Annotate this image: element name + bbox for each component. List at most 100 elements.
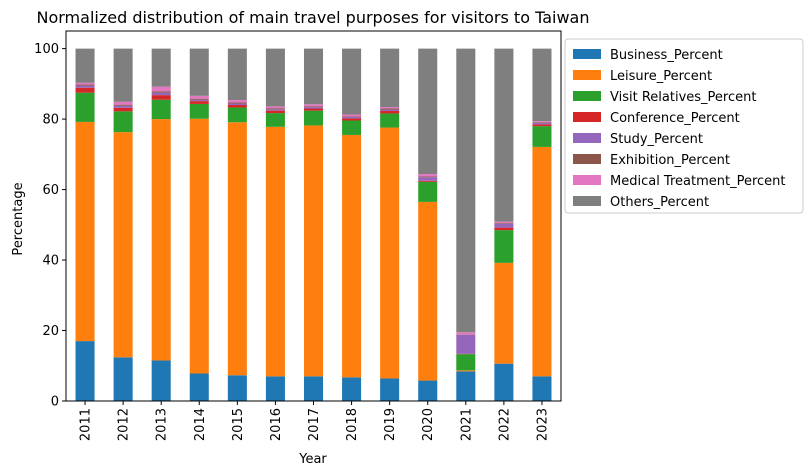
bars-group [75, 48, 552, 401]
bar-segment-2017-7 [303, 48, 324, 105]
bar-segment-2020-2 [418, 181, 438, 202]
bar-segment-2014-3 [189, 101, 209, 104]
x-tick-label: 2023 [535, 408, 550, 441]
bar-segment-2021-0 [456, 371, 476, 401]
bar-segment-2013-1 [151, 119, 171, 361]
bar-segment-2019-1 [380, 127, 400, 379]
bar-segment-2012-1 [113, 132, 133, 358]
bar-segment-2013-3 [151, 95, 171, 100]
bar-segment-2014-6 [189, 95, 209, 99]
bar-segment-2020-1 [418, 201, 438, 381]
bar-segment-2020-6 [418, 174, 438, 177]
x-tick-label: 2018 [345, 408, 360, 441]
y-tick-label: 100 [34, 42, 59, 57]
bar-segment-2023-1 [532, 146, 552, 377]
bar-segment-2021-4 [456, 334, 476, 354]
bar-segment-2012-5 [113, 104, 133, 106]
bar-segment-2012-0 [113, 357, 133, 401]
x-tick-label: 2012 [117, 408, 132, 441]
bar-segment-2011-6 [75, 82, 95, 85]
bar-segment-2018-5 [342, 116, 362, 117]
bar-segment-2012-4 [113, 105, 133, 108]
bar-segment-2014-0 [189, 373, 209, 401]
bar-segment-2011-2 [75, 92, 95, 122]
bar-segment-2020-5 [418, 176, 438, 178]
legend-label: Others_Percent [610, 195, 709, 210]
legend-label: Study_Percent [610, 132, 703, 147]
bar-segment-2017-3 [303, 108, 324, 111]
x-tick-label: 2019 [383, 408, 398, 441]
x-tick-label: 2022 [497, 408, 512, 441]
bar-segment-2023-4 [532, 122, 552, 125]
bar-segment-2015-5 [227, 102, 247, 104]
legend-label: Exhibition_Percent [610, 153, 730, 168]
bar-segment-2022-4 [494, 223, 514, 228]
x-tick-label: 2020 [421, 408, 436, 441]
bar-segment-2022-5 [494, 223, 514, 224]
bar-segment-2021-2 [456, 354, 476, 371]
bar-segment-2019-6 [380, 107, 400, 109]
y-tick-label: 20 [42, 324, 59, 339]
y-axis-label: Percentage [11, 182, 26, 255]
legend-label: Visit Relatives_Percent [610, 90, 756, 105]
bar-segment-2022-7 [494, 48, 514, 222]
bar-segment-2018-7 [342, 48, 362, 115]
chart-title: Normalized distribution of main travel p… [37, 8, 590, 27]
bar-segment-2023-2 [532, 126, 552, 147]
bar-segment-2016-1 [265, 126, 285, 377]
bar-segment-2020-4 [418, 177, 438, 181]
bar-segment-2014-4 [189, 99, 209, 102]
bar-segment-2013-0 [151, 360, 171, 401]
bar-segment-2011-3 [75, 87, 95, 93]
x-tick-label: 2021 [459, 408, 474, 441]
bar-segment-2022-3 [494, 227, 514, 231]
legend-label: Medical Treatment_Percent [610, 174, 786, 189]
bar-segment-2019-4 [380, 109, 400, 111]
bar-segment-2020-3 [418, 180, 438, 182]
bar-segment-2018-6 [342, 114, 362, 117]
bar-segment-2020-0 [418, 380, 438, 401]
bar-segment-2015-3 [227, 105, 247, 108]
bar-segment-2023-0 [532, 376, 552, 401]
bar-segment-2020-7 [418, 48, 438, 175]
bar-segment-2019-7 [380, 48, 400, 108]
bar-segment-2016-3 [265, 110, 285, 114]
bar-segment-2015-4 [227, 103, 247, 105]
bar-segment-2014-2 [189, 103, 209, 119]
x-tick-label: 2014 [193, 408, 208, 441]
bar-segment-2011-0 [75, 341, 95, 401]
bar-segment-2014-5 [189, 98, 209, 100]
bar-segment-2016-7 [265, 48, 285, 107]
bar-segment-2016-4 [265, 109, 285, 111]
bar-segment-2011-5 [75, 84, 95, 86]
bar-segment-2022-6 [494, 221, 514, 224]
bar-segment-2023-5 [532, 122, 552, 123]
y-tick-label: 40 [42, 254, 59, 269]
bar-segment-2016-0 [265, 376, 285, 401]
x-tick-label: 2015 [231, 408, 246, 441]
legend-swatch [573, 91, 601, 101]
legend-label: Business_Percent [610, 48, 723, 63]
bar-segment-2023-3 [532, 124, 552, 127]
bar-segment-2017-1 [303, 125, 324, 377]
bar-segment-2011-1 [75, 121, 95, 342]
legend-swatch [573, 196, 601, 206]
bar-segment-2019-5 [380, 108, 400, 110]
bar-segment-2015-0 [227, 375, 247, 401]
bar-segment-2017-2 [303, 110, 324, 126]
bar-segment-2013-5 [151, 91, 171, 93]
legend: Business_Percent Leisure_Percent Visit Rel… [564, 38, 804, 214]
bar-segment-2011-4 [75, 85, 95, 88]
legend-label: Leisure_Percent [610, 69, 712, 84]
bar-segment-2018-3 [342, 118, 362, 121]
legend-swatch [573, 133, 601, 143]
bar-segment-2022-0 [494, 363, 514, 401]
x-tick-label: 2016 [269, 408, 284, 441]
bar-segment-2023-6 [532, 121, 552, 123]
x-axis-label: Year [298, 452, 327, 467]
bar-segment-2014-1 [189, 118, 209, 374]
axes-group: 0 20 40 60 80 100 2011 2012 2013 2014 2015 2016 2017… [34, 30, 562, 441]
bar-segment-2017-0 [303, 376, 324, 401]
bar-segment-2021-1 [456, 370, 476, 372]
